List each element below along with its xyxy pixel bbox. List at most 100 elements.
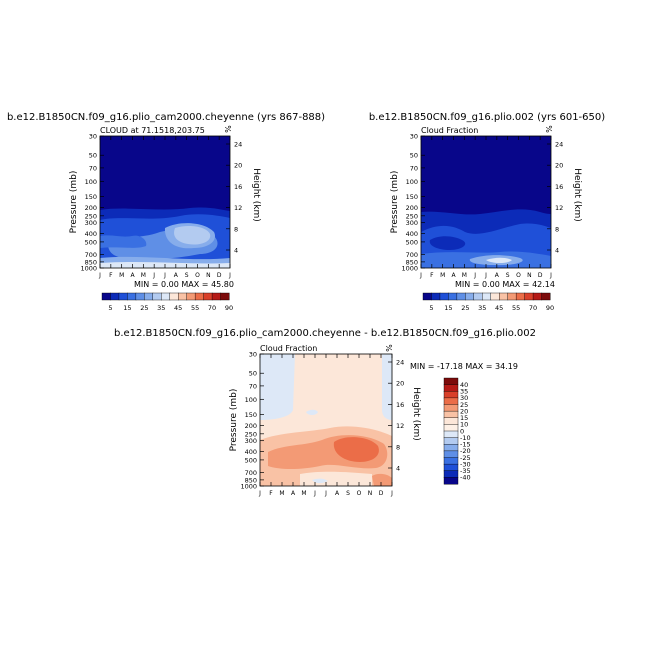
pressure-tick-label: 850 bbox=[245, 476, 257, 484]
month-tick-label: A bbox=[291, 490, 296, 497]
month-tick-label: J bbox=[163, 272, 166, 279]
pressure-tick-label: 150 bbox=[406, 193, 418, 201]
panel-2-plot bbox=[420, 135, 552, 269]
panel-2-percent-label: % bbox=[544, 125, 553, 133]
colorbar-box bbox=[186, 292, 196, 301]
colorbar-label: -20 bbox=[460, 447, 471, 455]
pressure-tick-label: 400 bbox=[245, 448, 257, 456]
panel-1-plot bbox=[99, 135, 231, 269]
panel-1-subtitle: CLOUD at 71.1518,203.75 bbox=[100, 126, 205, 135]
pressure-tick-label: 1000 bbox=[240, 483, 257, 491]
colorbar-box bbox=[118, 292, 128, 301]
colorbar-label: 35 bbox=[478, 304, 486, 312]
month-tick-label: N bbox=[368, 490, 373, 497]
colorbar-box bbox=[152, 292, 162, 301]
month-tick-label: F bbox=[430, 272, 434, 279]
panel-2: b.e12.B1850CN.f09_g16.plio.002 (yrs 601-… bbox=[369, 112, 605, 312]
panel-1: b.e12.B1850CN.f09_g16.plio_cam2000.cheye… bbox=[7, 112, 325, 312]
month-tick-label: J bbox=[324, 490, 327, 497]
colorbar-label: 5 bbox=[108, 304, 112, 312]
colorbar-label: 45 bbox=[495, 304, 503, 312]
panel-3-band-6 bbox=[300, 471, 372, 486]
colorbar-box bbox=[443, 470, 459, 478]
colorbar-label: -30 bbox=[460, 460, 471, 468]
colorbar-box bbox=[443, 457, 459, 465]
height-tick-label: 20 bbox=[234, 162, 242, 170]
pressure-tick-label: 200 bbox=[406, 204, 418, 212]
month-tick-label: O bbox=[195, 272, 200, 279]
pressure-tick-label: 700 bbox=[406, 251, 418, 259]
colorbar-box bbox=[443, 377, 459, 386]
colorbar-label: 55 bbox=[512, 304, 520, 312]
colorbar-box bbox=[443, 410, 459, 419]
panel-1-colorbar: 5 15 25 35 45 55 70 90 bbox=[101, 292, 233, 312]
pressure-tick-label: 200 bbox=[245, 422, 257, 430]
panel-1-ylabel: Pressure (mb) bbox=[69, 171, 79, 234]
panel-2-y2label: Height (km) bbox=[572, 168, 582, 222]
month-tick-label: M bbox=[279, 490, 284, 497]
colorbar-label: -10 bbox=[460, 434, 471, 442]
pressure-tick-label: 700 bbox=[245, 469, 257, 477]
panel-3-band-small-negative bbox=[306, 409, 318, 415]
panel-2-band-6 bbox=[486, 257, 512, 263]
month-tick-label: J bbox=[313, 490, 316, 497]
colorbar-box bbox=[515, 292, 526, 301]
colorbar-label: 55 bbox=[191, 304, 199, 312]
pressure-tick-label: 250 bbox=[85, 212, 97, 220]
colorbar-box bbox=[473, 292, 483, 301]
colorbar-box bbox=[443, 444, 459, 452]
colorbar-box bbox=[443, 384, 459, 392]
pressure-tick-label: 100 bbox=[85, 178, 97, 186]
pressure-tick-label: 500 bbox=[245, 456, 257, 464]
pressure-tick-label: 300 bbox=[85, 219, 97, 227]
pressure-tick-label: 400 bbox=[85, 230, 97, 238]
month-tick-label: O bbox=[516, 272, 521, 279]
colorbar-box bbox=[524, 292, 534, 301]
month-tick-label: F bbox=[109, 272, 113, 279]
height-tick-label: 20 bbox=[396, 380, 404, 388]
month-tick-label: J bbox=[484, 272, 487, 279]
panel-3-height-axis: 24 20 16 12 8 4 bbox=[388, 359, 404, 473]
panel-3-title: b.e12.B1850CN.f09_g16.plio_cam2000.cheye… bbox=[114, 328, 536, 339]
month-tick-label: M bbox=[301, 490, 306, 497]
month-tick-label: D bbox=[217, 272, 222, 279]
pressure-tick-label: 1000 bbox=[80, 265, 97, 273]
month-tick-label: M bbox=[119, 272, 124, 279]
panel-3-percent-label: % bbox=[384, 344, 393, 352]
colorbar-box bbox=[422, 292, 432, 301]
panel-1-band-6 bbox=[100, 235, 147, 248]
colorbar-label: 15 bbox=[444, 304, 452, 312]
height-tick-label: 12 bbox=[555, 204, 563, 212]
panel-2-colorbar: 5 15 25 35 45 55 70 90 bbox=[422, 292, 554, 312]
colorbar-box bbox=[177, 292, 188, 301]
colorbar-box bbox=[220, 292, 230, 301]
panel-2-height-axis: 24 20 16 12 8 4 bbox=[547, 141, 563, 255]
colorbar-label: 70 bbox=[208, 304, 216, 312]
colorbar-label: 15 bbox=[460, 414, 468, 422]
month-tick-label: M bbox=[462, 272, 467, 279]
pressure-tick-label: 30 bbox=[410, 133, 418, 141]
colorbar-label: 90 bbox=[225, 304, 233, 312]
pressure-tick-label: 250 bbox=[245, 430, 257, 438]
panel-1-title: b.e12.B1850CN.f09_g16.plio_cam2000.cheye… bbox=[7, 112, 325, 123]
colorbar-box bbox=[135, 292, 145, 301]
colorbar-label: 0 bbox=[460, 427, 464, 435]
pressure-tick-label: 700 bbox=[85, 251, 97, 259]
pressure-tick-label: 30 bbox=[249, 351, 257, 359]
colorbar-label: 10 bbox=[460, 421, 468, 429]
pressure-tick-label: 50 bbox=[249, 370, 257, 378]
panel-1-height-axis: 24 20 16 12 8 4 bbox=[226, 141, 242, 255]
height-tick-label: 16 bbox=[555, 183, 563, 191]
height-tick-label: 8 bbox=[234, 225, 238, 233]
pressure-tick-label: 30 bbox=[89, 133, 97, 141]
colorbar-box bbox=[507, 292, 517, 301]
pressure-tick-label: 70 bbox=[249, 382, 257, 390]
colorbar-label: -35 bbox=[460, 467, 471, 475]
month-tick-label: J bbox=[473, 272, 476, 279]
